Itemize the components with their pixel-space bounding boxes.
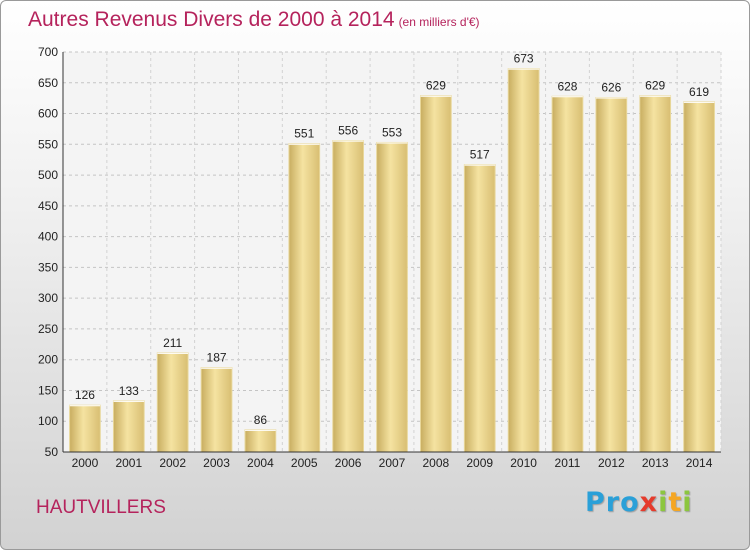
title-main: Autres Revenus Divers de 2000 à 2014 xyxy=(28,8,395,31)
bar xyxy=(244,429,277,453)
data-label: 187 xyxy=(207,351,227,365)
x-tick-label: 2013 xyxy=(642,456,669,470)
x-tick-label: 2010 xyxy=(510,456,537,470)
data-label: 629 xyxy=(645,79,665,93)
bar xyxy=(639,95,672,453)
y-tick-label: 300 xyxy=(38,291,58,305)
y-tick-label: 650 xyxy=(38,76,58,90)
chart-title: Autres Revenus Divers de 2000 à 2014 (en … xyxy=(28,8,480,32)
x-tick-label: 2014 xyxy=(686,456,713,470)
y-tick-label: 350 xyxy=(38,260,58,274)
data-label: 517 xyxy=(470,148,490,162)
x-tick-label: 2005 xyxy=(291,456,318,470)
data-label: 553 xyxy=(382,125,402,139)
bar xyxy=(551,95,584,453)
x-tick-label: 2008 xyxy=(423,456,450,470)
bar xyxy=(156,352,189,453)
x-tick-label: 2002 xyxy=(159,456,186,470)
bar xyxy=(683,101,715,453)
y-tick-label: 500 xyxy=(38,168,58,182)
bar xyxy=(463,164,496,453)
bar xyxy=(200,367,233,453)
y-tick-label: 150 xyxy=(38,383,58,397)
bar xyxy=(507,68,540,453)
y-tick-label: 700 xyxy=(38,45,58,59)
y-tick-label: 550 xyxy=(38,137,58,151)
x-tick-label: 2003 xyxy=(203,456,230,470)
x-tick-label: 2007 xyxy=(379,456,406,470)
y-tick-label: 200 xyxy=(38,353,58,367)
proxiti-logo: Proxiti xyxy=(585,487,693,518)
x-tick-label: 2000 xyxy=(72,456,99,470)
bar xyxy=(288,143,321,453)
y-tick-label: 250 xyxy=(38,322,58,336)
x-tick-label: 2011 xyxy=(555,456,581,470)
data-label: 626 xyxy=(601,81,621,95)
bars xyxy=(69,68,715,453)
data-label: 629 xyxy=(426,79,446,93)
title-unit: (en milliers d'€) xyxy=(398,15,480,29)
y-tick-label: 50 xyxy=(45,445,59,459)
bar xyxy=(69,404,101,453)
location-name: HAUTVILLERS xyxy=(36,497,166,518)
bar xyxy=(112,400,145,453)
axes: 50 100 150 200 250 300 350 400 450 500 550 600 650 70… xyxy=(38,45,721,470)
x-tick-label: 2006 xyxy=(335,456,362,470)
data-label: 673 xyxy=(514,52,534,66)
bar xyxy=(420,95,452,453)
data-label: 126 xyxy=(75,388,95,402)
x-tick-label: 2009 xyxy=(466,456,493,470)
y-tick-label: 400 xyxy=(38,230,58,244)
x-tick-label: 2004 xyxy=(247,456,274,470)
data-labels: 126 133 211 187 86 551 556 553 629 517 673 628 626 62… xyxy=(75,52,709,427)
data-label: 211 xyxy=(163,336,182,350)
data-label: 619 xyxy=(689,85,709,99)
data-label: 628 xyxy=(557,79,577,93)
data-label: 556 xyxy=(338,124,358,138)
y-tick-label: 450 xyxy=(38,199,58,213)
y-tick-label: 600 xyxy=(38,107,58,121)
data-label: 133 xyxy=(119,384,139,398)
bar xyxy=(332,140,364,453)
x-tick-label: 2012 xyxy=(598,456,625,470)
data-label: 86 xyxy=(254,413,268,427)
bar xyxy=(595,97,628,453)
y-tick-label: 100 xyxy=(38,414,58,428)
x-tick-label: 2001 xyxy=(115,456,142,470)
bar xyxy=(376,141,408,453)
data-label: 551 xyxy=(294,127,314,141)
